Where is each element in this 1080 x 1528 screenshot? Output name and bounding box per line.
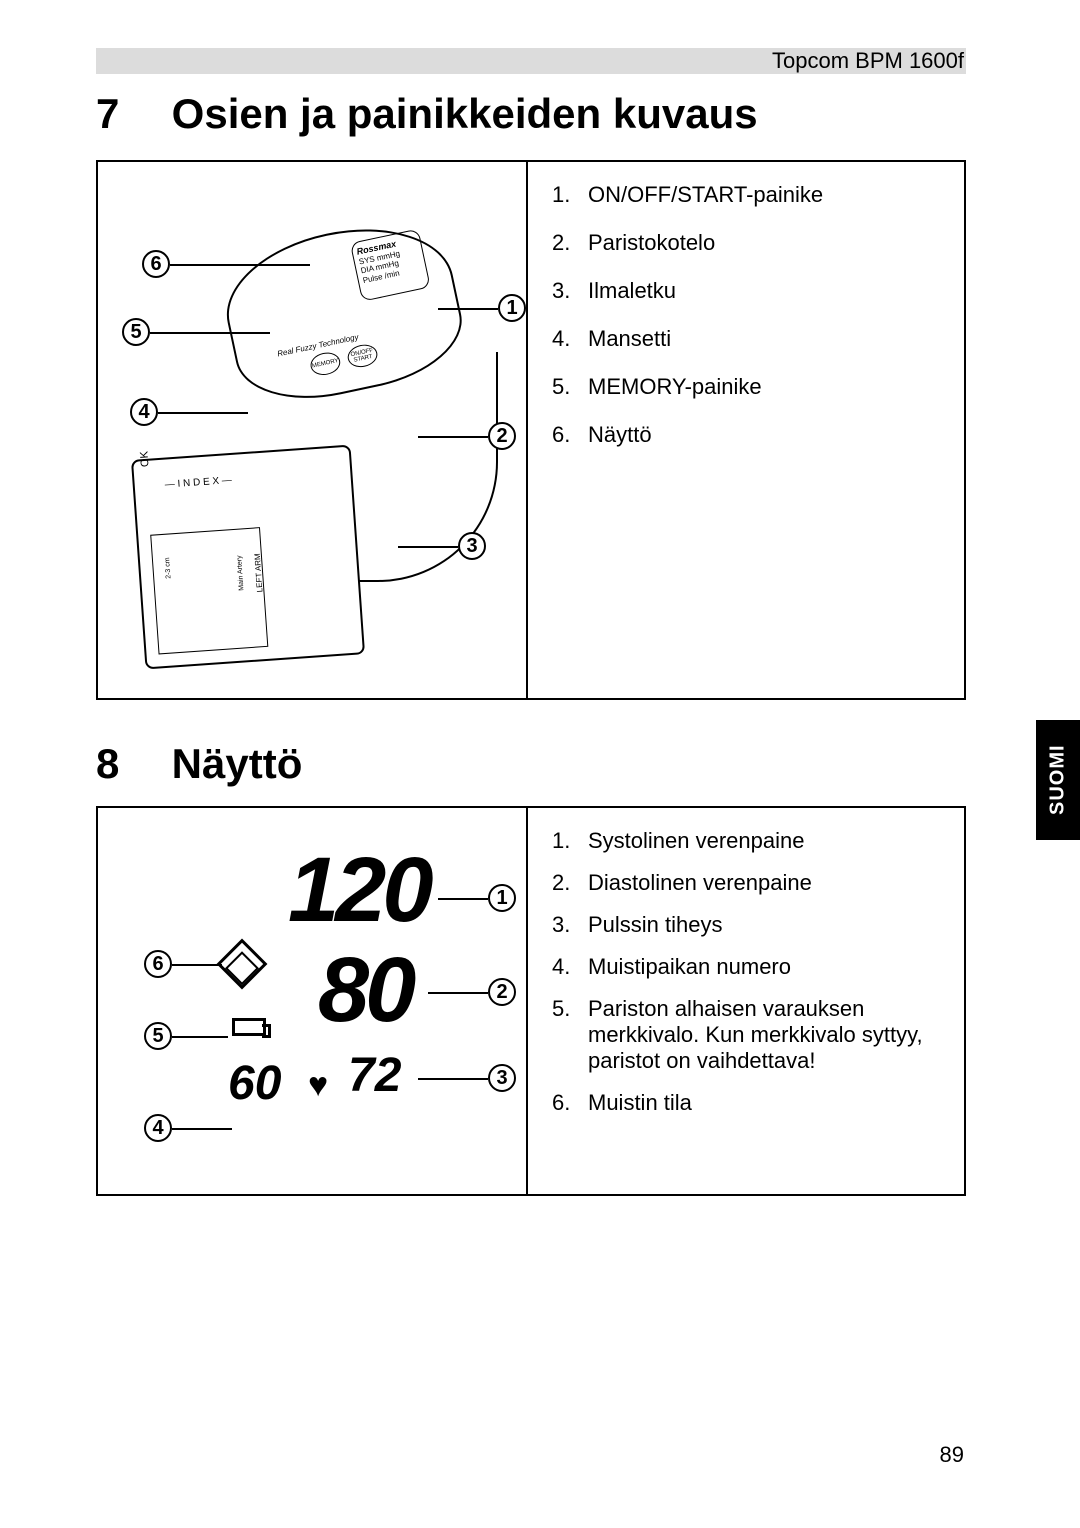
cuff-artery-label: Main Artery xyxy=(236,555,245,591)
callout-6-lead xyxy=(172,964,222,966)
legend-text: Muistipaikan numero xyxy=(588,954,944,980)
section-8-figure: 120 80 72 60 ♥ 1 2 3 4 5 6 1.Systolinen … xyxy=(96,806,966,1196)
legend-text: Pulssin tiheys xyxy=(588,912,944,938)
battery-icon xyxy=(232,1018,266,1036)
legend-text: Mansetti xyxy=(588,326,944,352)
callout-6: 6 xyxy=(142,250,170,278)
language-tab: SUOMI xyxy=(1036,720,1080,840)
callout-2-lead xyxy=(428,992,488,994)
legend-item: 6.Näyttö xyxy=(552,422,944,448)
callout-5: 5 xyxy=(122,318,150,346)
legend-text: ON/OFF/START-painike xyxy=(588,182,944,208)
callout-4-lead xyxy=(172,1128,232,1130)
section-7-legend: 1.ON/OFF/START-painike 2.Paristokotelo 3… xyxy=(528,162,964,698)
legend-text: Ilmaletku xyxy=(588,278,944,304)
document-model: Topcom BPM 1600f xyxy=(772,48,964,74)
memory-slot-value: 60 xyxy=(228,1056,281,1111)
callout-4: 4 xyxy=(144,1114,172,1142)
callout-2-lead xyxy=(418,436,488,438)
callout-4: 4 xyxy=(130,398,158,426)
callout-5-lead xyxy=(172,1036,228,1038)
legend-item: 5.MEMORY-painike xyxy=(552,374,944,400)
legend-item: 1.ON/OFF/START-painike xyxy=(552,182,944,208)
legend-text: Pariston alhaisen varauksen merkkivalo. … xyxy=(588,996,944,1074)
section-8-number: 8 xyxy=(96,740,160,788)
section-7-number: 7 xyxy=(96,90,160,138)
legend-text: Muistin tila xyxy=(588,1090,944,1116)
section-7-figure: Rossmax SYS mmHg DIA mmHg Pulse /min Rea… xyxy=(96,160,966,700)
legend-item: 2.Diastolinen verenpaine xyxy=(552,870,944,896)
callout-5: 5 xyxy=(144,1022,172,1050)
legend-item: 1.Systolinen verenpaine xyxy=(552,828,944,854)
cuff-index-label: — I N D E X — xyxy=(164,475,232,491)
systolic-value: 120 xyxy=(288,838,430,943)
legend-text: Systolinen verenpaine xyxy=(588,828,944,854)
callout-3-lead xyxy=(398,546,458,548)
section-8-title: Näyttö xyxy=(172,740,303,787)
cuff-arm-label: LEFT ARM xyxy=(253,553,265,593)
callout-2: 2 xyxy=(488,422,516,450)
diastolic-value: 80 xyxy=(318,938,412,1043)
lcd-display: 120 80 72 60 ♥ 1 2 3 4 5 6 xyxy=(168,838,468,1138)
cuff: OK — I N D E X — LEFT ARM Main Artery 2-… xyxy=(131,445,365,670)
cuff-inner-diagram: LEFT ARM Main Artery 2-3 cm xyxy=(150,527,268,654)
callout-4-lead xyxy=(158,412,248,414)
callout-1: 1 xyxy=(498,294,526,322)
section-8-diagram: 120 80 72 60 ♥ 1 2 3 4 5 6 xyxy=(98,808,528,1194)
legend-item: 5.Pariston alhaisen varauksen merkkivalo… xyxy=(552,996,944,1074)
legend-item: 6.Muistin tila xyxy=(552,1090,944,1116)
callout-5-lead xyxy=(150,332,270,334)
section-7-diagram: Rossmax SYS mmHg DIA mmHg Pulse /min Rea… xyxy=(98,162,528,698)
legend-item: 4.Mansetti xyxy=(552,326,944,352)
legend-item: 4.Muistipaikan numero xyxy=(552,954,944,980)
callout-6: 6 xyxy=(144,950,172,978)
legend-item: 3.Ilmaletku xyxy=(552,278,944,304)
legend-item: 2.Paristokotelo xyxy=(552,230,944,256)
section-7-heading: 7 Osien ja painikkeiden kuvaus xyxy=(96,90,758,138)
callout-3: 3 xyxy=(488,1064,516,1092)
device-illustration: Rossmax SYS mmHg DIA mmHg Pulse /min Rea… xyxy=(138,202,498,662)
callout-1-lead xyxy=(438,308,498,310)
section-8-heading: 8 Näyttö xyxy=(96,740,302,788)
callout-1: 1 xyxy=(488,884,516,912)
legend-item: 3.Pulssin tiheys xyxy=(552,912,944,938)
heart-icon: ♥ xyxy=(308,1066,328,1105)
callout-3: 3 xyxy=(458,532,486,560)
legend-text: Paristokotelo xyxy=(588,230,944,256)
cuff-size-label: 2-3 cm xyxy=(164,557,172,579)
page-number: 89 xyxy=(940,1442,964,1468)
section-8-legend: 1.Systolinen verenpaine 2.Diastolinen ve… xyxy=(528,808,964,1194)
callout-6-lead xyxy=(170,264,310,266)
pulse-value: 72 xyxy=(348,1048,401,1103)
cuff-ok-label: OK xyxy=(138,451,151,468)
legend-text: MEMORY-painike xyxy=(588,374,944,400)
callout-3-lead xyxy=(418,1078,488,1080)
callout-1-lead xyxy=(438,898,488,900)
legend-text: Diastolinen verenpaine xyxy=(588,870,944,896)
section-7-title: Osien ja painikkeiden kuvaus xyxy=(172,90,758,137)
memory-icon xyxy=(217,939,268,990)
monitor-screen: Rossmax SYS mmHg DIA mmHg Pulse /min xyxy=(350,229,431,302)
callout-2: 2 xyxy=(488,978,516,1006)
legend-text: Näyttö xyxy=(588,422,944,448)
